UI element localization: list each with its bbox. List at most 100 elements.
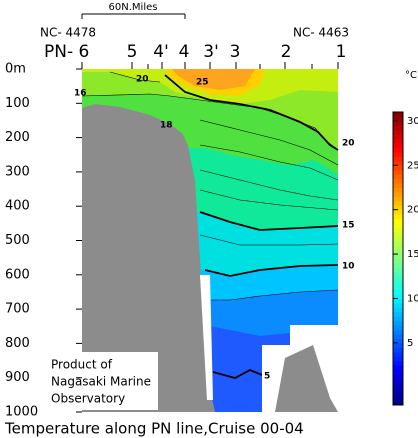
colorbar-cell (393, 254, 403, 259)
endpoint-label: NC- 4478 (40, 26, 96, 40)
y-tick-label: 800 (5, 336, 30, 351)
colorbar-unit: °C (405, 70, 417, 81)
colorbar-cell (393, 276, 403, 282)
colorbar-cell (393, 143, 403, 149)
station-label: 4 (179, 42, 190, 62)
colorbar-cell (393, 387, 403, 393)
colorbar-cell (393, 373, 403, 379)
contour-label: 16 (74, 89, 87, 99)
colorbar-cell (393, 267, 403, 273)
colorbar-cell (393, 302, 403, 308)
colorbar-cell (393, 320, 403, 326)
colorbar-cell (393, 134, 403, 140)
y-tick-label: 200 (5, 130, 30, 145)
colorbar-cell (393, 369, 403, 375)
colorbar-cell (393, 249, 403, 255)
colorbar-cell (393, 342, 403, 348)
colorbar-cell (393, 240, 403, 246)
station-label: 1 (336, 42, 347, 62)
colorbar-cell (393, 200, 403, 206)
colorbar-cell (393, 187, 403, 193)
contour-label: 18 (160, 121, 173, 131)
colorbar-frame (392, 111, 404, 406)
y-tick-label: 1000 (5, 405, 38, 420)
colorbar-cell (393, 218, 403, 224)
contour-label: 5 (264, 372, 270, 382)
note-line: Observatory (51, 392, 125, 406)
station-label: 4' (153, 42, 169, 62)
colorbar-cell (393, 245, 403, 251)
y-tick-label: 400 (5, 199, 30, 214)
colorbar-cell (393, 160, 403, 166)
colorbar-cell (393, 311, 403, 317)
contours (81, 71, 339, 379)
contour-label: 20 (136, 75, 149, 85)
colorbar-cell (393, 196, 403, 202)
y-tick-label: 600 (5, 267, 30, 282)
note-line: Nagasaki Marine (51, 375, 151, 389)
colorbar-cell (393, 316, 403, 322)
colorbar-cell (393, 378, 403, 384)
colorbar-cell (393, 294, 403, 299)
colorbar-cell (393, 174, 403, 180)
colorbar-cell (393, 347, 403, 353)
colorbar-tick-label: 30 (407, 116, 418, 127)
colorbar-cell (393, 271, 403, 277)
colorbar-tick-label: 10 (407, 293, 418, 304)
station-ticks (81, 62, 339, 69)
colorbar-cell (393, 156, 403, 162)
endpoint-label: NC- 4463 (293, 26, 349, 40)
colorbar-cell (393, 178, 403, 184)
seamount (275, 345, 338, 412)
note-line: Product of (51, 358, 113, 372)
colorbar-cell (393, 147, 403, 153)
colorbar-cell (393, 125, 403, 131)
y-tick-label: 700 (5, 302, 30, 317)
colorbar-cell (393, 333, 403, 339)
colorbar-cell (393, 222, 403, 228)
y-tick-label: 300 (5, 164, 30, 179)
colorbar-cell (393, 209, 403, 215)
y-tick-label: 500 (5, 233, 30, 248)
colorbar-cell (393, 138, 403, 144)
contour-label: 15 (342, 221, 355, 231)
colorbar-tick-label: 15 (407, 249, 418, 260)
colorbar-cell (393, 205, 403, 211)
colorbar-cell (393, 129, 403, 135)
colorbar-cell (393, 165, 403, 171)
contour-label: 25 (196, 78, 209, 88)
colorbar-cell (393, 280, 403, 286)
colorbar-cell (393, 329, 403, 335)
topography (82, 104, 215, 412)
colorbar-cell (393, 151, 403, 157)
colorbar-cell (393, 400, 403, 406)
colorbar-cell (393, 262, 403, 268)
colorbar-cell (393, 365, 403, 370)
colorbar-cell (393, 391, 403, 397)
colorbar-cell (393, 116, 403, 122)
colorbar-cell (393, 231, 403, 237)
contour-label: 20 (342, 139, 355, 149)
colorbar-cell (393, 360, 403, 366)
scale-label: 60N.Miles (109, 2, 158, 13)
colorbar-tick-label: 5 (407, 338, 413, 349)
y-tick-label: 900 (5, 370, 30, 385)
contour-label: 10 (342, 262, 355, 272)
colorbar-cell (393, 325, 403, 331)
colorbar-cell (393, 298, 403, 304)
colorbar-cell (393, 356, 403, 362)
colorbar-tick-label: 25 (407, 160, 418, 171)
station-label: PN- 6 (44, 42, 89, 62)
colorbar-tick-label: 20 (407, 205, 418, 216)
colorbar-cell (393, 351, 403, 357)
colorbar-cell (393, 307, 403, 313)
station-label: 3 (230, 42, 241, 62)
station-label: 5 (127, 42, 138, 62)
colorbar-cell (393, 169, 403, 175)
colorbar-cell (393, 285, 403, 291)
y-tick-label: 100 (5, 96, 30, 111)
colorbar-cell (393, 382, 403, 388)
no-data (200, 275, 213, 400)
colorbar-cell (393, 183, 403, 188)
